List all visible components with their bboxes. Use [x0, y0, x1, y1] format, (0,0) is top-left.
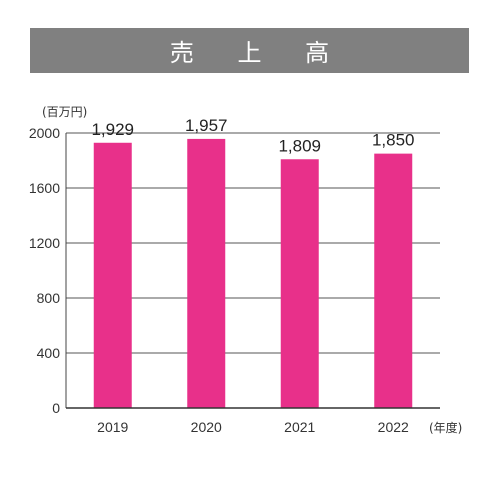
bar-2019 — [93, 142, 132, 408]
x-axis-unit-label: (年度) — [429, 420, 462, 435]
y-tick-label-1600: 1600 — [29, 180, 60, 196]
x-tick-label-2020: 2020 — [191, 419, 222, 435]
data-label-2020: 1,957 — [185, 116, 228, 135]
y-tick-label-400: 400 — [37, 345, 61, 361]
y-axis-unit-label: (百万円) — [42, 105, 87, 119]
bar-2020 — [187, 138, 226, 408]
data-label-2019: 1,929 — [91, 120, 134, 139]
y-tick-label-800: 800 — [37, 290, 61, 306]
y-tick-label-2000: 2000 — [29, 125, 60, 141]
y-tick-label-0: 0 — [52, 400, 60, 416]
x-tick-label-2022: 2022 — [378, 419, 409, 435]
bar-2022 — [374, 153, 413, 408]
x-tick-label-2019: 2019 — [97, 419, 128, 435]
chart-title: 売 上 高 — [169, 39, 348, 67]
data-label-2022: 1,850 — [372, 131, 415, 150]
data-label-2021: 1,809 — [278, 136, 321, 155]
x-tick-label-2021: 2021 — [284, 419, 315, 435]
bar-2021 — [280, 159, 319, 408]
chart-title-bar: 売 上 高 — [30, 28, 469, 73]
y-tick-label-1200: 1200 — [29, 235, 60, 251]
